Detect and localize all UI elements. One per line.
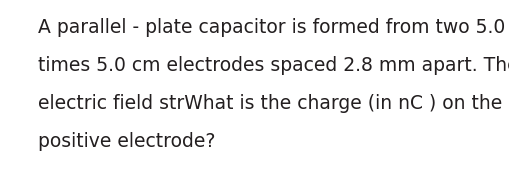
Text: A parallel - plate capacitor is formed from two 5.0 cm \: A parallel - plate capacitor is formed f… xyxy=(38,18,509,37)
Text: electric field strWhat is the charge (in nC ) on the: electric field strWhat is the charge (in… xyxy=(38,94,501,113)
Text: times 5.0 cm electrodes spaced 2.8 mm apart. The: times 5.0 cm electrodes spaced 2.8 mm ap… xyxy=(38,56,509,75)
Text: positive electrode?: positive electrode? xyxy=(38,132,215,151)
